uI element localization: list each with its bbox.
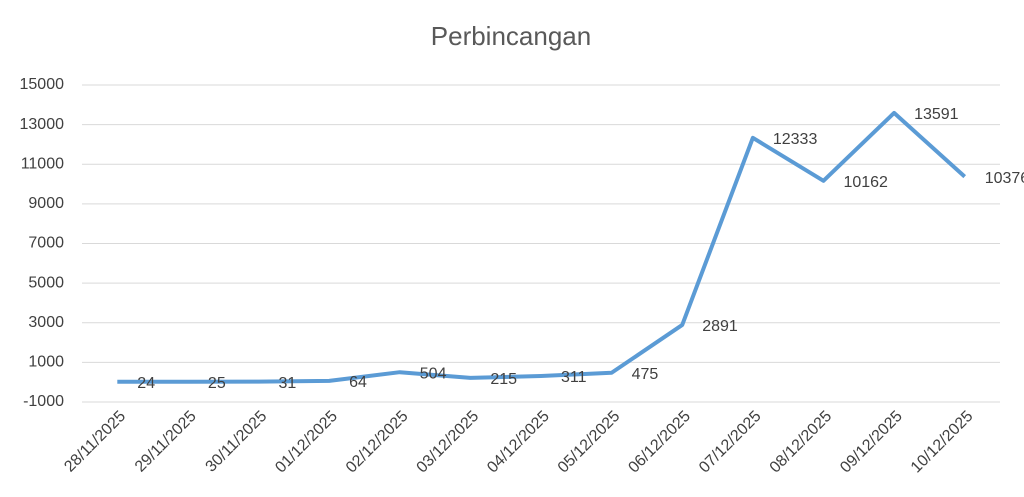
x-tick-label: 05/12/2025 [555, 408, 624, 477]
data-label: 10376 [985, 170, 1024, 187]
y-tick-label: 7000 [28, 235, 64, 252]
data-label: 25 [208, 375, 226, 392]
y-tick-label: 3000 [28, 314, 64, 331]
y-tick-label: 15000 [20, 76, 65, 93]
y-tick-label: 9000 [28, 195, 64, 212]
data-label: 31 [279, 375, 297, 392]
x-tick-label: 07/12/2025 [696, 408, 765, 477]
y-tick-label: 13000 [20, 116, 65, 133]
x-tick-label: 10/12/2025 [908, 408, 977, 477]
x-tick-label: 30/11/2025 [203, 408, 271, 476]
x-tick-label: 29/11/2025 [132, 408, 200, 476]
data-label: 215 [490, 371, 517, 388]
data-label: 311 [561, 369, 587, 386]
x-tick-label: 09/12/2025 [837, 408, 906, 477]
data-label: 13591 [914, 106, 959, 123]
x-tick-label: 28/11/2025 [61, 408, 129, 476]
data-label: 2891 [702, 318, 738, 335]
y-tick-label: 1000 [28, 354, 64, 371]
x-tick-label: 02/12/2025 [343, 408, 412, 477]
x-tick-label: 03/12/2025 [414, 408, 483, 477]
data-label: 475 [632, 366, 659, 383]
y-tick-label: -1000 [23, 393, 64, 410]
data-label: 504 [420, 365, 447, 382]
y-tick-label: 11000 [21, 155, 64, 172]
data-label: 12333 [773, 131, 818, 148]
y-tick-label: 5000 [28, 274, 64, 291]
data-label: 10162 [843, 174, 888, 191]
data-label: 64 [349, 374, 367, 391]
x-tick-label: 01/12/2025 [272, 408, 341, 477]
x-tick-label: 04/12/2025 [484, 408, 553, 477]
x-tick-label: 08/12/2025 [767, 408, 836, 477]
data-line [117, 110, 967, 384]
x-tick-label: 06/12/2025 [625, 408, 694, 477]
data-label: 24 [137, 375, 155, 392]
chart-title: Perbincangan [431, 21, 591, 51]
